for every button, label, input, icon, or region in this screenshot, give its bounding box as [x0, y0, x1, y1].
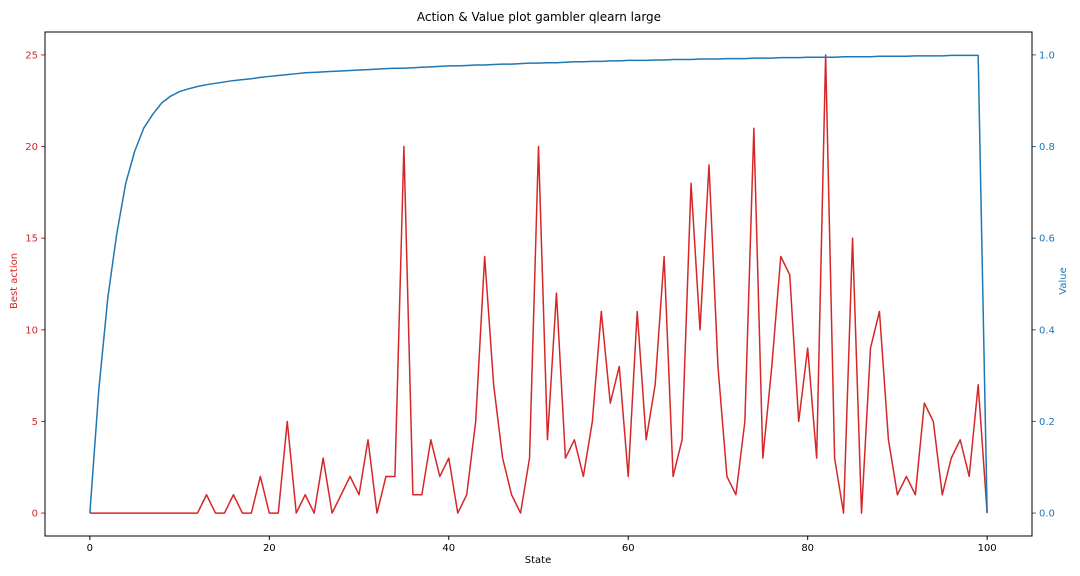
left-y-tick-label: 10 [25, 325, 38, 336]
left-y-tick-label: 5 [32, 417, 38, 428]
right-y-axis: 0.0 0.2 0.4 0.6 0.8 1.0 [1032, 50, 1055, 520]
right-y-tick-label: 0.8 [1039, 142, 1055, 153]
x-tick-label: 20 [263, 543, 276, 554]
left-y-tick-label: 20 [25, 142, 38, 153]
x-axis-label: State [525, 555, 551, 566]
best-action-series-line [89, 54, 988, 514]
left-y-axis: 0 5 10 15 20 25 [25, 50, 45, 520]
x-axis: 0 20 40 60 80 100 [87, 536, 997, 554]
right-y-axis-label: Value [1058, 267, 1069, 294]
left-y-tick-label: 0 [32, 509, 38, 520]
left-y-axis-label: Best action [9, 253, 20, 309]
plot-frame [44, 31, 1033, 537]
left-y-tick-label: 25 [25, 50, 38, 61]
right-y-tick-label: 1.0 [1039, 50, 1055, 61]
x-tick-label: 40 [442, 543, 455, 554]
x-tick-label: 60 [622, 543, 635, 554]
left-y-tick-label: 15 [25, 234, 38, 245]
x-tick-label: 80 [801, 543, 814, 554]
x-tick-label: 0 [87, 543, 93, 554]
right-y-tick-label: 0.6 [1039, 234, 1055, 245]
right-y-tick-label: 0.4 [1039, 325, 1055, 336]
value-series-line [89, 54, 988, 514]
right-y-tick-label: 0.0 [1039, 509, 1055, 520]
right-y-tick-label: 0.2 [1039, 417, 1055, 428]
chart-title: Action & Value plot gambler qlearn large [417, 10, 661, 24]
plot-lines [89, 54, 988, 514]
x-tick-label: 100 [978, 543, 997, 554]
